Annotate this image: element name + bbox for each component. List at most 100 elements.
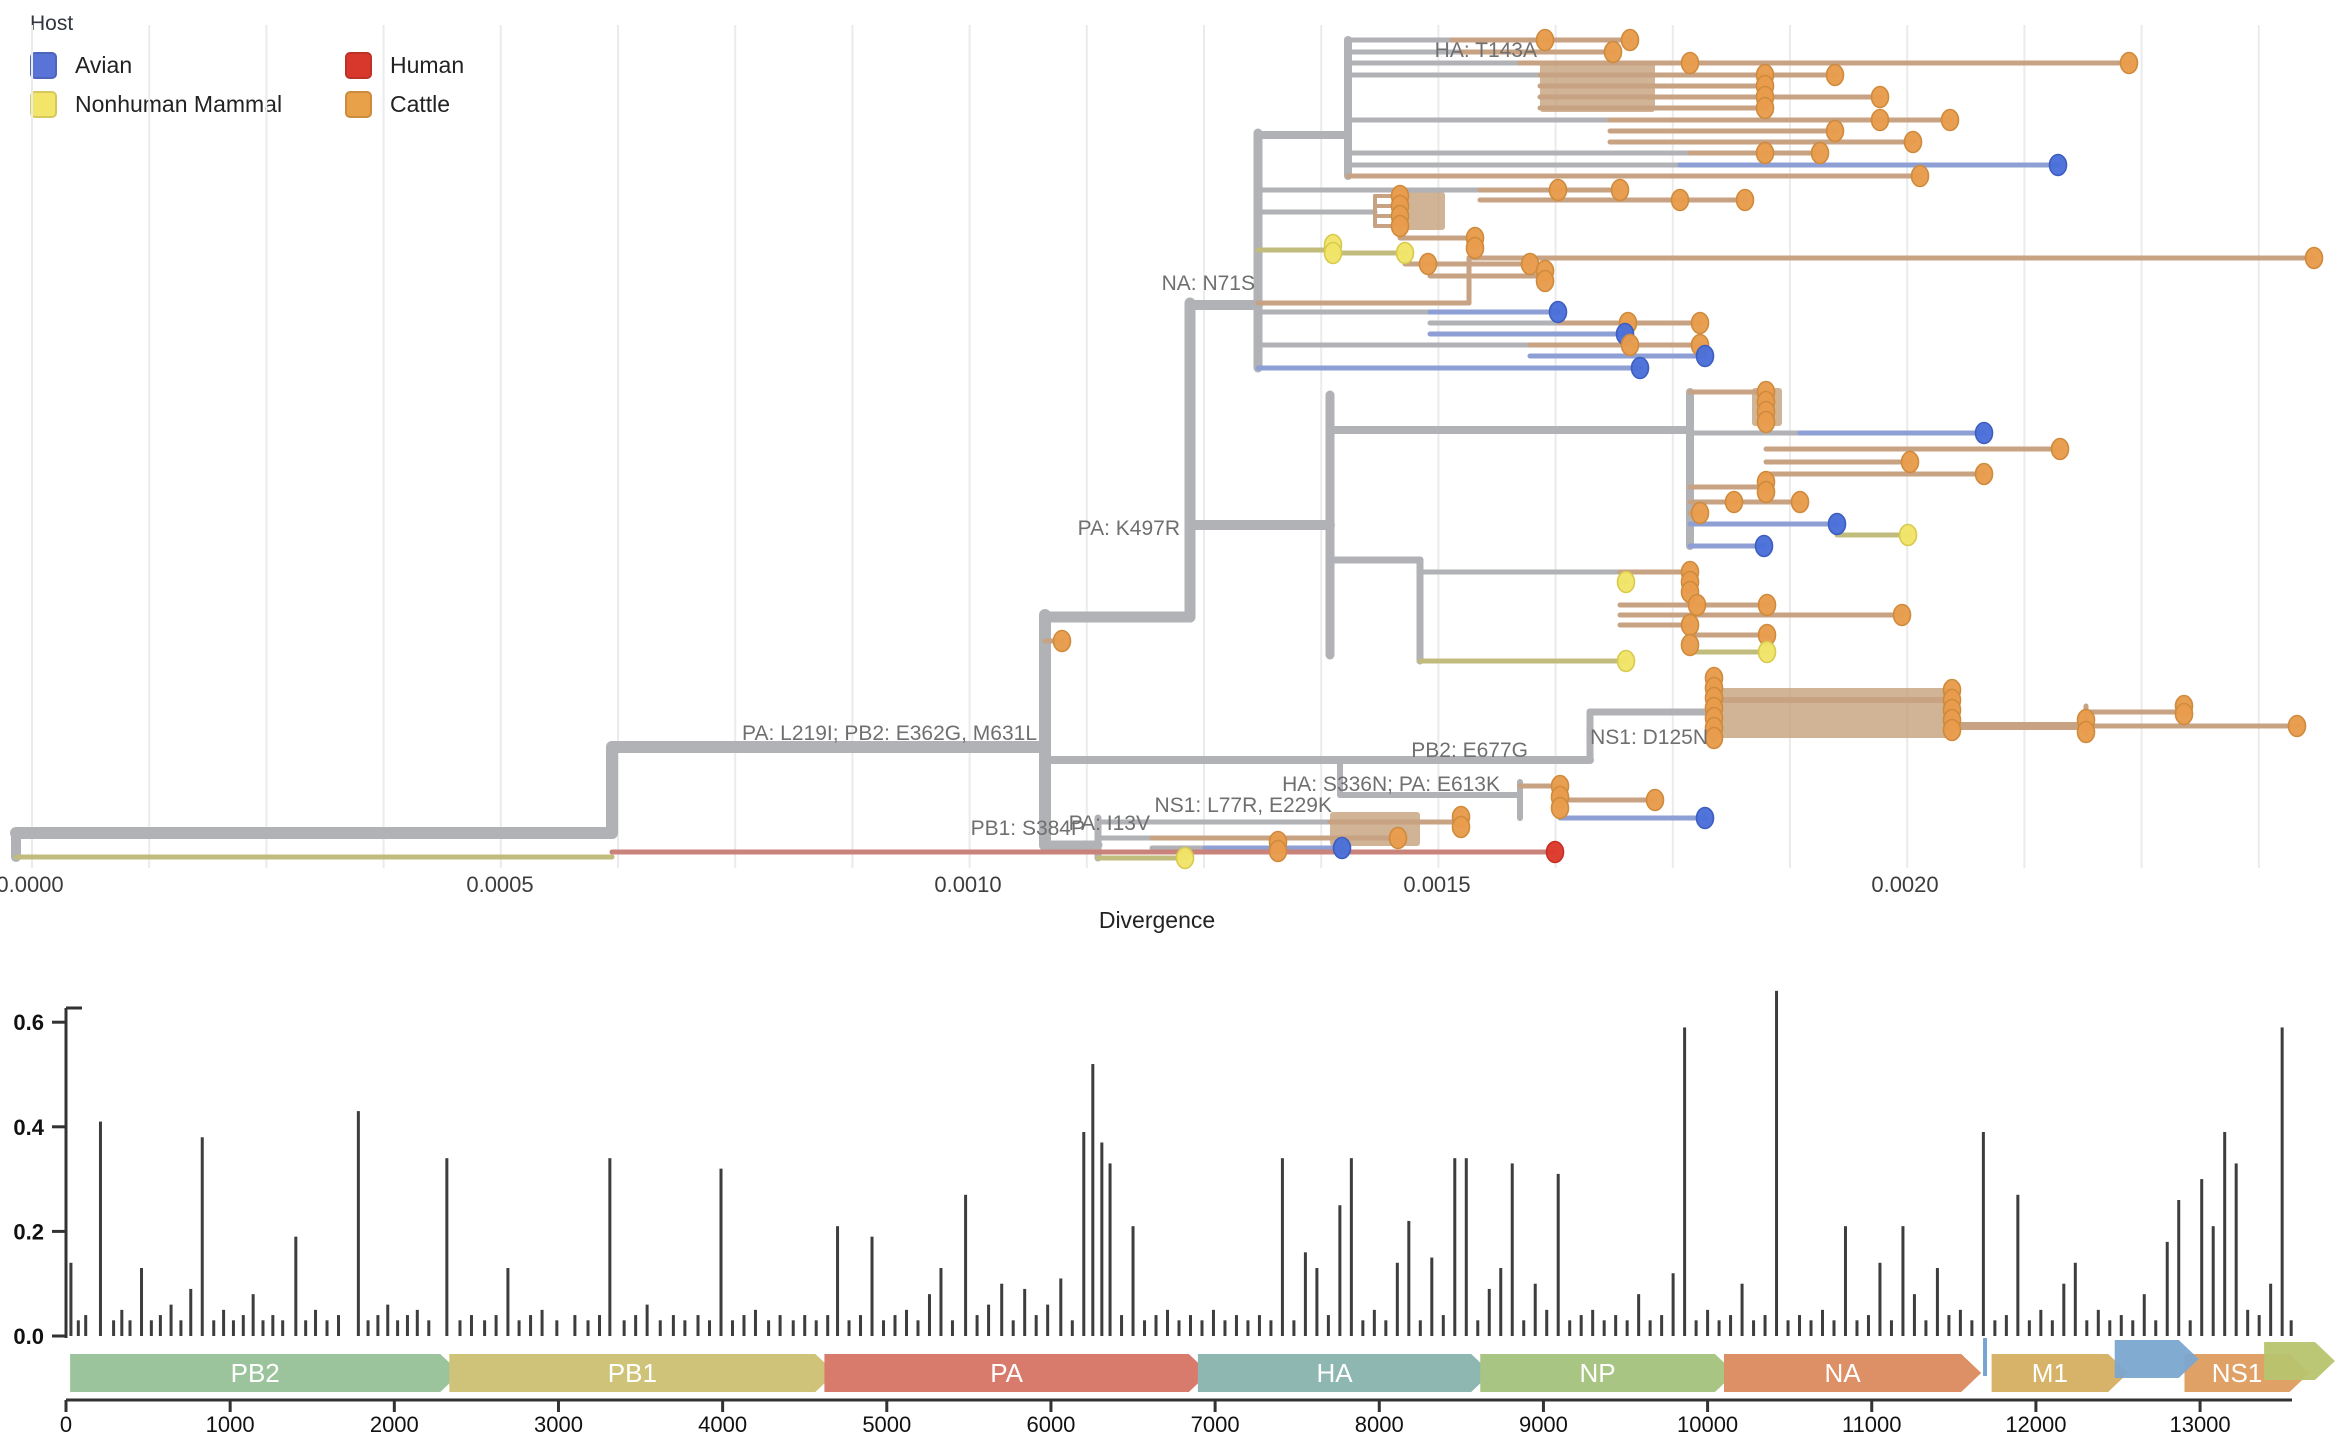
entropy-bar[interactable] bbox=[2085, 1320, 2089, 1336]
gene-arrow-np[interactable] bbox=[1480, 1354, 1735, 1392]
entropy-bar[interactable] bbox=[683, 1320, 687, 1336]
tree-tip-o[interactable] bbox=[1052, 629, 1072, 653]
entropy-bar[interactable] bbox=[586, 1320, 590, 1336]
entropy-bar[interactable] bbox=[2246, 1309, 2250, 1336]
gene-arrow-m1[interactable] bbox=[1991, 1354, 2129, 1392]
entropy-bar[interactable] bbox=[719, 1168, 723, 1336]
entropy-bar[interactable] bbox=[415, 1309, 419, 1336]
entropy-bar[interactable] bbox=[870, 1236, 874, 1336]
entropy-bar[interactable] bbox=[222, 1309, 226, 1336]
entropy-bar[interactable] bbox=[1023, 1288, 1027, 1336]
entropy-bar[interactable] bbox=[859, 1315, 863, 1336]
entropy-bar[interactable] bbox=[2016, 1194, 2020, 1336]
tree-tip-b[interactable] bbox=[1754, 534, 1774, 558]
tree-tip-o[interactable] bbox=[2119, 51, 2139, 75]
entropy-bar[interactable] bbox=[1579, 1315, 1583, 1336]
entropy-bar[interactable] bbox=[2269, 1283, 2273, 1336]
gene-arrow-ha[interactable] bbox=[1197, 1354, 1492, 1392]
entropy-bar[interactable] bbox=[696, 1315, 700, 1336]
entropy-bar[interactable] bbox=[1464, 1158, 1468, 1336]
tree-tip-o[interactable] bbox=[1910, 164, 1930, 188]
entropy-bar[interactable] bbox=[1034, 1315, 1038, 1336]
tree-tip-o[interactable] bbox=[1390, 214, 1410, 238]
entropy-bar[interactable] bbox=[708, 1320, 712, 1336]
gene-arrow-m2[interactable] bbox=[2114, 1340, 2199, 1378]
branch-mutation-label[interactable]: NS1: L77R, E229K bbox=[1155, 794, 1332, 817]
gene-arrow-pa[interactable] bbox=[824, 1354, 1209, 1392]
entropy-bar[interactable] bbox=[1200, 1320, 1204, 1336]
tree-tip-o[interactable] bbox=[1680, 613, 1700, 637]
tree-tip-y[interactable] bbox=[1757, 640, 1777, 664]
entropy-bar[interactable] bbox=[1843, 1226, 1847, 1336]
tree-tip-o[interactable] bbox=[1755, 96, 1775, 120]
entropy-bar[interactable] bbox=[893, 1315, 897, 1336]
legend-item-avian[interactable]: Avian bbox=[30, 46, 345, 85]
entropy-bar[interactable] bbox=[622, 1320, 626, 1336]
tree-tip-b[interactable] bbox=[1332, 836, 1352, 860]
entropy-bar[interactable] bbox=[1912, 1294, 1916, 1336]
tree-tip-o[interactable] bbox=[1790, 490, 1810, 514]
entropy-bar[interactable] bbox=[742, 1315, 746, 1336]
entropy-bar[interactable] bbox=[200, 1137, 204, 1336]
entropy-bar[interactable] bbox=[405, 1315, 409, 1336]
entropy-bar[interactable] bbox=[1671, 1273, 1675, 1336]
entropy-bar[interactable] bbox=[608, 1158, 612, 1336]
entropy-bar[interactable] bbox=[904, 1309, 908, 1336]
entropy-bar[interactable] bbox=[2165, 1241, 2169, 1336]
tree-tip-r[interactable] bbox=[1545, 840, 1565, 864]
entropy-bar[interactable] bbox=[1131, 1226, 1135, 1336]
branch-mutation-label[interactable]: HA: S336N; PA: E613K bbox=[1282, 773, 1500, 796]
tree-tip-o[interactable] bbox=[1900, 450, 1920, 474]
entropy-bar[interactable] bbox=[2223, 1132, 2227, 1336]
entropy-bar[interactable] bbox=[1706, 1309, 1710, 1336]
tree-tip-o[interactable] bbox=[1690, 501, 1710, 525]
entropy-bar[interactable] bbox=[975, 1315, 979, 1336]
tree-tip-o[interactable] bbox=[1757, 593, 1777, 617]
entropy-bar[interactable] bbox=[304, 1320, 308, 1336]
entropy-bar[interactable] bbox=[366, 1320, 370, 1336]
entropy-bar[interactable] bbox=[2280, 1027, 2284, 1336]
entropy-bar[interactable] bbox=[1361, 1320, 1365, 1336]
tree-tip-o[interactable] bbox=[1550, 796, 1570, 820]
entropy-bar[interactable] bbox=[84, 1315, 88, 1336]
entropy-bar[interactable] bbox=[1292, 1320, 1296, 1336]
tree-tip-o[interactable] bbox=[1755, 141, 1775, 165]
entropy-bar[interactable] bbox=[882, 1320, 886, 1336]
entropy-bar[interactable] bbox=[337, 1315, 341, 1336]
entropy-bar[interactable] bbox=[730, 1320, 734, 1336]
entropy-bar[interactable] bbox=[169, 1304, 173, 1336]
entropy-bar[interactable] bbox=[469, 1315, 473, 1336]
entropy-bar[interactable] bbox=[939, 1268, 943, 1336]
tree-tip-o[interactable] bbox=[1825, 119, 1845, 143]
entropy-bar[interactable] bbox=[2050, 1320, 2054, 1336]
entropy-bar[interactable] bbox=[1637, 1294, 1641, 1336]
entropy-bar[interactable] bbox=[2257, 1315, 2261, 1336]
entropy-bar[interactable] bbox=[658, 1320, 662, 1336]
legend-item-nonhuman-mammal[interactable]: Nonhuman Mammal bbox=[30, 85, 345, 124]
entropy-bar[interactable] bbox=[1510, 1163, 1514, 1336]
entropy-bar[interactable] bbox=[1889, 1320, 1893, 1336]
tree-tip-y[interactable] bbox=[1616, 570, 1636, 594]
entropy-bar[interactable] bbox=[376, 1315, 380, 1336]
entropy-bar[interactable] bbox=[1349, 1158, 1353, 1336]
entropy-bar[interactable] bbox=[458, 1320, 462, 1336]
entropy-bar[interactable] bbox=[2200, 1179, 2204, 1336]
entropy-bar[interactable] bbox=[1000, 1283, 1004, 1336]
entropy-bar[interactable] bbox=[128, 1320, 132, 1336]
tree-tip-o[interactable] bbox=[1892, 603, 1912, 627]
entropy-bar[interactable] bbox=[1981, 1132, 1985, 1336]
entropy-bar[interactable] bbox=[1568, 1320, 1572, 1336]
entropy-bar[interactable] bbox=[140, 1268, 144, 1336]
branch-mutation-label[interactable]: PA: I13V bbox=[1069, 812, 1150, 835]
entropy-bar[interactable] bbox=[1648, 1320, 1652, 1336]
entropy-bar[interactable] bbox=[120, 1309, 124, 1336]
entropy-bar[interactable] bbox=[1108, 1163, 1112, 1336]
tree-tip-o[interactable] bbox=[1903, 130, 1923, 154]
entropy-bar[interactable] bbox=[814, 1320, 818, 1336]
entropy-bar[interactable] bbox=[1752, 1320, 1756, 1336]
entropy-bar[interactable] bbox=[1372, 1309, 1376, 1336]
entropy-bar[interactable] bbox=[2073, 1262, 2077, 1336]
entropy-bar[interactable] bbox=[1740, 1283, 1744, 1336]
entropy-bar[interactable] bbox=[573, 1315, 577, 1336]
tree-tip-y[interactable] bbox=[1898, 523, 1918, 547]
